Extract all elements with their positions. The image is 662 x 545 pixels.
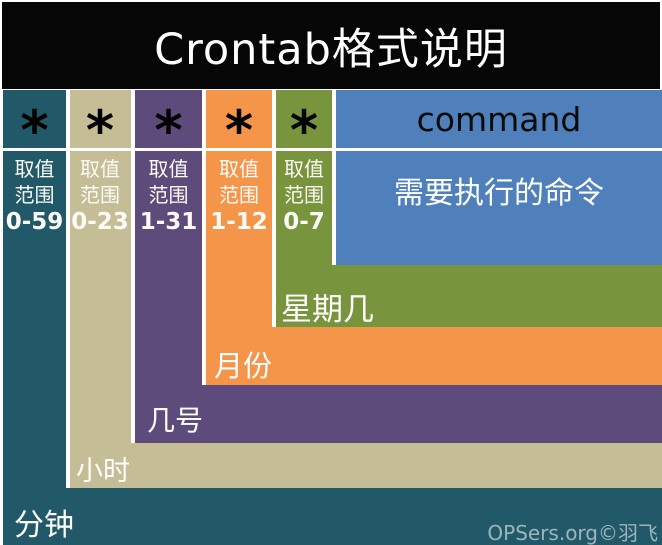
range-caption-line1: 取值 — [148, 157, 189, 181]
asterisk-glyph: * — [154, 98, 183, 162]
day-of-month-band-label: 几号 — [147, 404, 204, 437]
minute-range-value: 0-59 — [5, 209, 64, 235]
hour-star-cell: * — [70, 90, 130, 161]
range-caption-line2: 范围 — [219, 183, 259, 207]
month-band-label: 月份 — [214, 349, 273, 383]
day-of-month-star-cell: * — [135, 90, 202, 161]
minute-range-cell: 取值 范围 0-59 — [3, 156, 66, 235]
range-caption-line2: 范围 — [14, 183, 55, 207]
hour-band-label: 小时 — [76, 456, 130, 487]
asterisk-glyph: * — [289, 98, 319, 162]
month-star-cell: * — [206, 90, 272, 161]
range-caption-line2: 范围 — [284, 183, 324, 207]
range-caption-line1: 取值 — [80, 157, 120, 181]
day-of-week-star-cell: * — [276, 90, 332, 161]
minute-star-cell: * — [3, 90, 66, 161]
day-of-month-range-cell: 取值 范围 1-31 — [135, 156, 202, 235]
day-of-week-range-value: 0-7 — [283, 209, 325, 235]
day-of-week-band-label: 星期几 — [281, 292, 374, 328]
asterisk-glyph: * — [20, 98, 49, 162]
hour-range-value: 0-23 — [71, 209, 129, 235]
command-header-cell: command — [416, 99, 582, 139]
range-caption-line1: 取值 — [219, 157, 259, 181]
command-layer — [332, 90, 662, 265]
range-caption-line1: 取值 — [284, 157, 324, 181]
minute-band-label: 分钟 — [14, 508, 74, 543]
hour-range-cell: 取值 范围 0-23 — [70, 156, 130, 235]
range-caption-line2: 范围 — [80, 183, 120, 207]
day-of-month-range-value: 1-31 — [139, 209, 198, 235]
watermark-text: OPSers.org©羽飞 — [487, 521, 658, 545]
row-separator-line — [3, 148, 662, 151]
month-range-cell: 取值 范围 1-12 — [206, 156, 272, 235]
range-caption-line1: 取值 — [14, 157, 55, 181]
page-title: Crontab格式说明 — [154, 24, 508, 75]
command-description: 需要执行的命令 — [394, 176, 604, 211]
asterisk-glyph: * — [85, 98, 115, 162]
day-of-week-range-cell: 取值 范围 0-7 — [276, 156, 332, 235]
asterisk-glyph: * — [224, 98, 254, 162]
month-range-value: 1-12 — [210, 209, 268, 235]
range-caption-line2: 范围 — [148, 183, 189, 207]
title-bar: Crontab格式说明 — [2, 2, 660, 89]
